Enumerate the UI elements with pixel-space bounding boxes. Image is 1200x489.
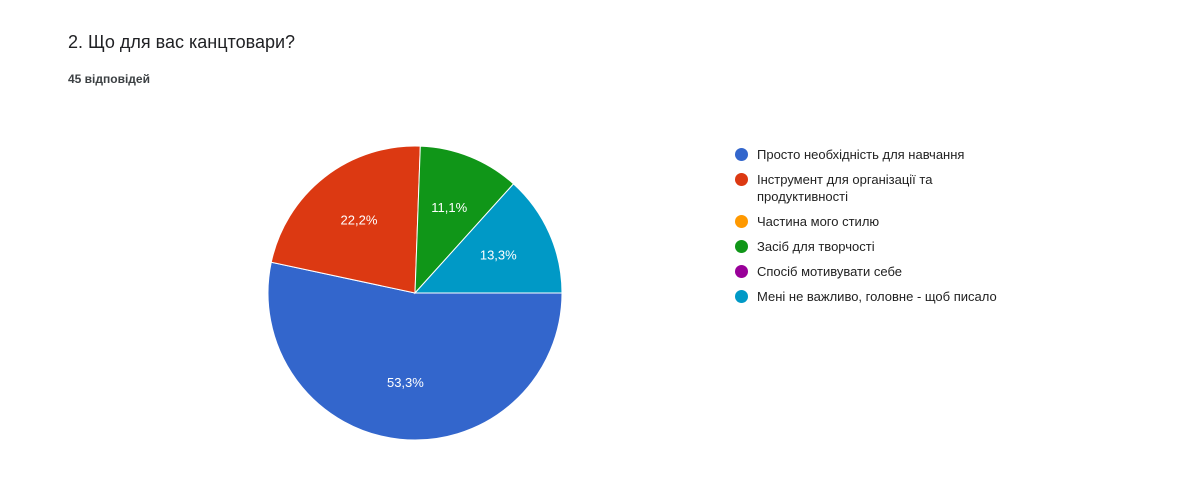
slice-label: 53,3% xyxy=(387,375,424,390)
legend: Просто необхідність для навчання Інструме… xyxy=(735,146,1025,313)
legend-swatch xyxy=(735,265,748,278)
pie-slice xyxy=(413,183,563,294)
legend-swatch xyxy=(735,173,748,186)
chart-subtitle: 45 відповідей xyxy=(68,72,150,86)
slice-label: 22,2% xyxy=(341,213,378,228)
pie-slice xyxy=(267,261,563,441)
legend-swatch xyxy=(735,148,748,161)
chart-title: 2. Що для вас канцтовари? xyxy=(68,32,296,52)
slice-label: 13,3% xyxy=(480,247,517,262)
legend-label: Спосіб мотивувати себе xyxy=(757,264,902,279)
legend-item: Інструмент для організації та продуктивн… xyxy=(735,171,1025,205)
legend-label: Засіб для творчості xyxy=(757,239,875,254)
legend-swatch xyxy=(735,290,748,303)
legend-swatch xyxy=(735,240,748,253)
legend-item: Засіб для творчості xyxy=(735,238,1025,255)
legend-label: Мені не важливо, головне - щоб писало xyxy=(757,289,997,304)
legend-label: Частина мого стилю xyxy=(757,214,880,229)
pie-slice xyxy=(414,145,515,295)
legend-item: Просто необхідність для навчання xyxy=(735,146,1025,163)
legend-item: Мені не важливо, головне - щоб писало xyxy=(735,288,1025,305)
legend-item: Частина мого стилю xyxy=(735,213,1025,230)
legend-label: Просто необхідність для навчання xyxy=(757,147,965,162)
pie-slice xyxy=(270,145,421,294)
slice-label: 11,1% xyxy=(431,200,467,215)
legend-label: Інструмент для організації та продуктивн… xyxy=(757,172,933,204)
legend-item: Спосіб мотивувати себе xyxy=(735,263,1025,280)
legend-swatch xyxy=(735,215,748,228)
